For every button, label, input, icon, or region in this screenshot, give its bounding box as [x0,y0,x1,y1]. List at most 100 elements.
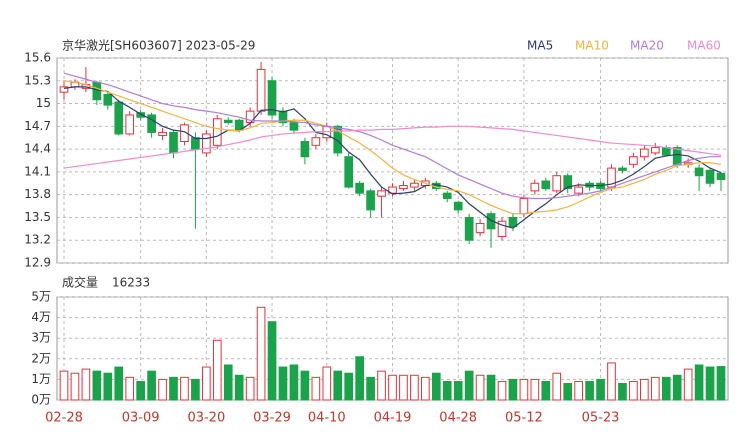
volume-tick-label: 5万 [31,290,51,304]
x-tick-label: 03-29 [253,411,291,426]
volume-bar [322,366,332,401]
y-tick-label: 14.4 [24,142,51,156]
candle-body [629,156,638,165]
volume-bar [475,374,485,401]
candle-body [650,147,660,154]
volume-bar [486,374,496,401]
candle-body [705,169,715,184]
candle-body [640,148,649,158]
volume-bar [574,380,583,401]
volume-latest: 16233 [112,276,150,290]
y-tick-label: 14.7 [24,119,51,133]
candle-body [519,197,529,215]
y-tick-label: 12.9 [24,256,51,270]
volume-bar [311,376,321,401]
x-tick-label: 04-28 [439,411,477,426]
candle-body [716,172,726,180]
volume-bar [650,376,660,401]
volume-bar [541,380,551,401]
candle-body [399,185,408,190]
volume-bar [147,370,156,401]
volume-bar [212,339,222,401]
volume-bar [202,366,211,401]
volume-bar [563,383,573,401]
volume-bar [234,374,244,401]
candle-body [661,147,671,156]
volume-bar [640,378,649,401]
candle-body [114,101,124,135]
volume-bar [59,370,69,401]
volume-tick-label: 0万 [31,393,51,407]
legend-entry: MA10 [575,39,609,53]
volume-tick-label: 2万 [31,351,51,365]
volume-bar [158,378,167,401]
volume-bar [388,374,397,401]
x-tick-label: 03-09 [122,411,160,426]
candle-body [147,114,156,133]
volume-bar [442,380,452,401]
y-tick-label: 13.8 [24,187,51,201]
candle-body [344,156,354,188]
volume-bar [618,383,627,401]
volume-bar [421,376,430,401]
volume-bar [530,378,540,401]
volume-bar [180,376,189,401]
volume-bar [344,372,354,401]
volume-bar [672,374,682,401]
candle-body [672,147,682,165]
candle-body [497,220,507,237]
candle-body [333,125,343,154]
x-tick-label: 05-12 [505,411,543,426]
volume-bar [114,366,124,401]
volume-bar [377,370,386,401]
volume-bar [300,370,310,401]
candle-body [311,137,321,146]
ma-line [63,86,722,229]
candle-body [256,68,266,112]
volume-bar [256,306,266,401]
candle-body [92,81,102,101]
candle-body [202,133,211,154]
volume-bar [705,366,715,401]
candle-body [103,93,113,106]
volume-bar [70,372,80,401]
volume-bar [607,362,616,401]
x-tick-label: 04-10 [308,411,346,426]
volume-bar [694,364,704,401]
candle-body [234,119,244,131]
candle-body [618,167,627,171]
ma-line [63,125,722,169]
volume-bar [289,364,299,401]
x-tick-label: 02-28 [45,411,83,426]
y-tick-label: 15 [36,96,51,110]
volume-bar [497,380,507,401]
volume-bar [81,368,91,401]
candle-body [541,180,551,190]
volume-label: 成交量 [62,275,98,290]
volume-bar [92,370,102,401]
candle-body [158,131,167,136]
candle-body [289,122,299,131]
candle-body [442,192,452,199]
ma-line [63,80,722,215]
volume-bar [125,376,135,401]
volume-bar [453,380,463,401]
candle-body [169,131,178,154]
volume-bar [191,378,200,401]
candle-body [453,201,463,211]
volume-bar [431,372,441,401]
volume-bar [169,376,178,401]
candle-body [475,223,485,234]
volume-bar [103,372,113,401]
y-tick-label: 15.3 [24,73,51,87]
candle-body [136,112,145,118]
candle-body [464,216,474,241]
ma-line [63,72,721,200]
candle-body [278,110,288,124]
candle-body [223,119,233,124]
chart-title: 京华激光[SH603607] 2023-05-29 [62,39,255,53]
candle-body [552,175,562,192]
legend-entry: MA60 [687,39,721,53]
volume-tick-label: 1万 [31,372,51,386]
volume-bar [245,376,255,401]
